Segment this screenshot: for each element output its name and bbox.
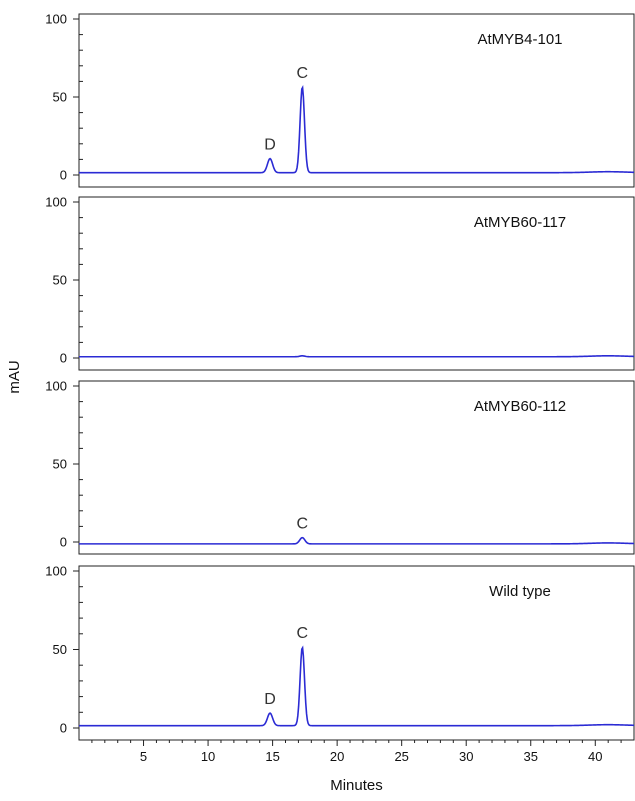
panel-frame	[78, 13, 635, 188]
x-tick-label: 25	[394, 749, 408, 764]
y-tick-label: 0	[60, 351, 67, 366]
trace-line	[79, 645, 635, 727]
y-tick-label: 0	[60, 721, 67, 736]
panel-label: AtMYB4-101	[477, 31, 562, 48]
x-axis-title: Minutes	[330, 777, 383, 794]
peak-label: C	[297, 65, 309, 82]
y-tick-label: 50	[53, 273, 67, 288]
y-tick-label: 100	[45, 379, 67, 394]
peak-label: C	[297, 516, 309, 533]
x-tick-label: 20	[330, 749, 344, 764]
trace-line	[79, 355, 635, 358]
y-tick-label: 50	[53, 457, 67, 472]
x-axis: 5 10 15 20 25 30 35 40	[91, 740, 622, 764]
y-tick-label: 50	[53, 642, 67, 657]
panel-label: Wild type	[489, 583, 551, 600]
x-tick-label: 30	[459, 749, 473, 764]
panel-4: 0 50 100 Wild type D C	[45, 564, 635, 741]
x-tick-label: 15	[265, 749, 279, 764]
peak-label: D	[264, 137, 276, 154]
panel-frame	[78, 380, 635, 555]
trace-line	[79, 536, 635, 545]
peak-label: C	[297, 625, 309, 642]
panel-frame	[78, 196, 635, 371]
y-axis-title: mAU	[6, 360, 23, 393]
y-tick-label: 0	[60, 535, 67, 550]
panel-3: 0 50 100 AtMYB60-112 C	[45, 379, 635, 555]
x-tick-label: 5	[140, 749, 147, 764]
x-tick-label: 10	[201, 749, 215, 764]
panel-1: 0 50 100 AtMYB4-101 D C	[45, 12, 635, 188]
y-tick-label: 100	[45, 564, 67, 579]
panel-frame	[78, 565, 635, 741]
panel-2: 0 50 100 AtMYB60-117	[45, 195, 635, 371]
y-tick-label: 0	[60, 168, 67, 183]
peak-label: D	[264, 691, 276, 708]
panels-group: 0 50 100 AtMYB4-101 D C 0 50 100 AtMYB60-117 0 50 10…	[45, 12, 635, 741]
y-tick-label: 100	[45, 12, 67, 27]
panel-label: AtMYB60-112	[474, 398, 566, 415]
x-tick-label: 35	[524, 749, 538, 764]
y-tick-label: 50	[53, 90, 67, 105]
trace-line	[79, 84, 635, 174]
y-tick-label: 100	[45, 195, 67, 210]
x-tick-label: 40	[588, 749, 602, 764]
panel-label: AtMYB60-117	[474, 214, 566, 231]
